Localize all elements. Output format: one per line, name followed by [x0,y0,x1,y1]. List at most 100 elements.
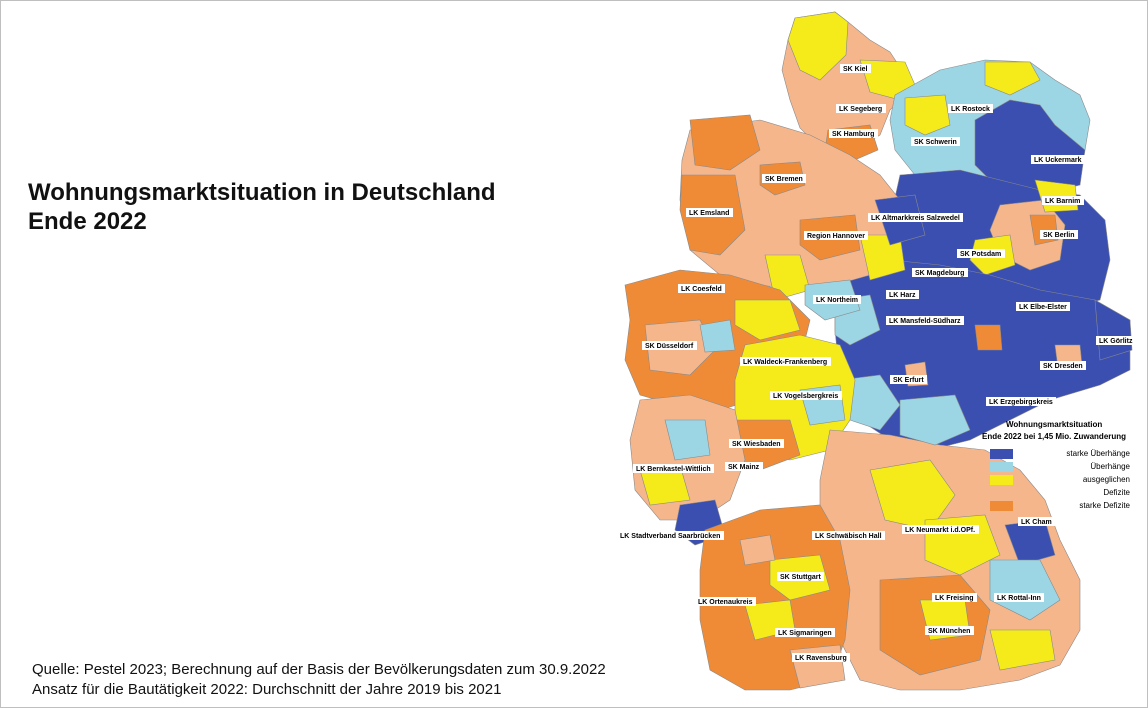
legend-item: Defizite [982,487,1148,500]
region-rlp-light [664,419,711,461]
map-label-text: LK Altmarkkreis Salzwedel [871,215,960,222]
map-label-text: SK Potsdam [960,251,1001,258]
map-label: LK Vogelsbergkreis [770,391,842,400]
map-label: SK Bremen [762,174,806,183]
map-label: LK Rostock [948,104,993,113]
map-label: LK Barnim [1042,196,1084,205]
map-label-text: SK Dresden [1043,363,1083,370]
region-goerlitz [1094,299,1133,361]
map-label-text: LK Northeim [816,297,858,304]
legend-swatch [990,449,1013,459]
map-title: Wohnungsmarktsituation in Deutschland En… [28,178,496,236]
legend-item: starke Defizite [982,500,1148,513]
map-label: LK Segeberg [836,104,886,113]
region-niederbayern-light [989,559,1061,621]
map-label-text: LK Sigmaringen [778,630,832,637]
map-title-line2: Ende 2022 [28,208,147,235]
map-label-text: LK Emsland [689,210,729,217]
map-label-text: Region Hannover [807,233,865,240]
map-label-text: LK Uckermark [1034,157,1082,164]
region-franken-yellow [869,459,956,531]
map-label-text: LK Harz [889,292,916,299]
map-label-text: SK Magdeburg [915,270,964,277]
legend-swatch [990,488,1013,498]
region-nrw-light [699,319,736,353]
map-label: LK Coesfeld [678,284,725,293]
map-label-text: LK Coesfeld [681,286,722,293]
map-label-text: SK Bremen [765,176,803,183]
region-ostfriesland [689,114,761,171]
map-label: LK Mansfeld-Südharz [886,316,964,325]
source-note: Quelle: Pestel 2023; Berechnung auf der … [32,660,606,700]
map-label-text: LK Erzgebirgskreis [989,399,1053,406]
map-label: SK München [925,626,974,635]
legend-item: Überhänge [982,461,1148,474]
map-label-text: LK Barnim [1045,198,1080,205]
map-regions [624,11,1133,691]
map-label: LK Harz [886,290,919,299]
legend-swatch [990,462,1013,472]
region-ostwestfalen [734,299,801,341]
map-label: LK Altmarkkreis Salzwedel [868,213,963,222]
map-label: LK Rottal-Inn [994,593,1044,602]
legend-label: starke Defizite [1079,501,1130,510]
map-label-text: LK Cham [1021,519,1052,526]
map-label-text: SK Mainz [728,464,760,471]
map-label: LK Ravensburg [792,653,850,662]
map-label-text: SK Kiel [843,66,868,73]
source-line2: Ansatz für die Bautätigkeit 2022: Durchs… [32,681,502,698]
map-label-text: LK Rottal-Inn [997,595,1041,602]
map-label-text: LK Waldeck-Frankenberg [743,359,827,366]
region-alps-yellow [989,629,1056,671]
map-label-text: LK Görlitz [1099,338,1133,345]
map-label: SK Magdeburg [912,268,968,277]
map-label: LK Northeim [813,295,861,304]
map-label: SK Wiesbaden [729,439,784,448]
map-label: LK Cham [1018,517,1055,526]
legend-label: Defizite [1103,488,1130,497]
map-label-text: LK Bernkastel-Wittlich [636,466,711,473]
map-label-text: LK Neumarkt i.d.OPf. [905,527,975,534]
map-label: LK Emsland [686,208,733,217]
region-vorpommern-yellow [984,61,1041,96]
region-bodensee [789,644,846,689]
region-sh-north [787,11,849,81]
map-label: SK Erfurt [890,375,927,384]
legend-item: starke Überhänge [982,448,1148,461]
map-label-text: LK Rostock [951,106,990,113]
map-label: LK Bernkastel-Wittlich [633,464,714,473]
legend-label: Überhänge [1090,462,1130,471]
map-label-text: SK Düsseldorf [645,343,694,350]
legend-title-line2: Ende 2022 bei 1,45 Mio. Zuwanderung [982,432,1127,441]
map-label-text: LK Vogelsbergkreis [773,393,838,400]
map-label-text: LK Ravensburg [795,655,847,662]
map-label: LK Neumarkt i.d.OPf. [902,525,979,534]
map-title-line1: Wohnungsmarktsituation in Deutschland [28,179,496,206]
map-label: LK Uckermark [1031,155,1085,164]
map-label-text: LK Segeberg [839,106,882,113]
map-label-text: SK Hamburg [832,131,874,138]
map-label: SK Stuttgart [777,572,824,581]
map-label: LK Sigmaringen [775,628,835,637]
map-label: LK Erzgebirgskreis [986,397,1056,406]
map-label-text: SK Erfurt [893,377,924,384]
map-label: LK Freising [932,593,977,602]
map-label: LK Görlitz [1096,336,1136,345]
legend-title-line1: Wohnungsmarktsituation [1006,420,1103,429]
map-label: SK Berlin [1040,230,1078,239]
map-legend: Wohnungsmarktsituation Ende 2022 bei 1,4… [982,419,1148,513]
map-label: Region Hannover [804,231,868,240]
map-label: LK Schwäbisch Hall [812,531,885,540]
district-labels: SK Kiel LK Segeberg SK Hamburg LK Rostoc… [617,64,1136,662]
legend-label: starke Überhänge [1066,449,1130,458]
map-label: SK Potsdam [957,249,1005,258]
map-label: SK Hamburg [829,129,878,138]
map-label-text: SK Stuttgart [780,574,822,581]
region-rostock [904,94,951,136]
map-label: SK Mainz [725,462,763,471]
map-label: SK Dresden [1040,361,1086,370]
map-label-text: SK Berlin [1043,232,1075,239]
legend-swatch [990,475,1013,485]
map-label-text: LK Freising [935,595,974,602]
